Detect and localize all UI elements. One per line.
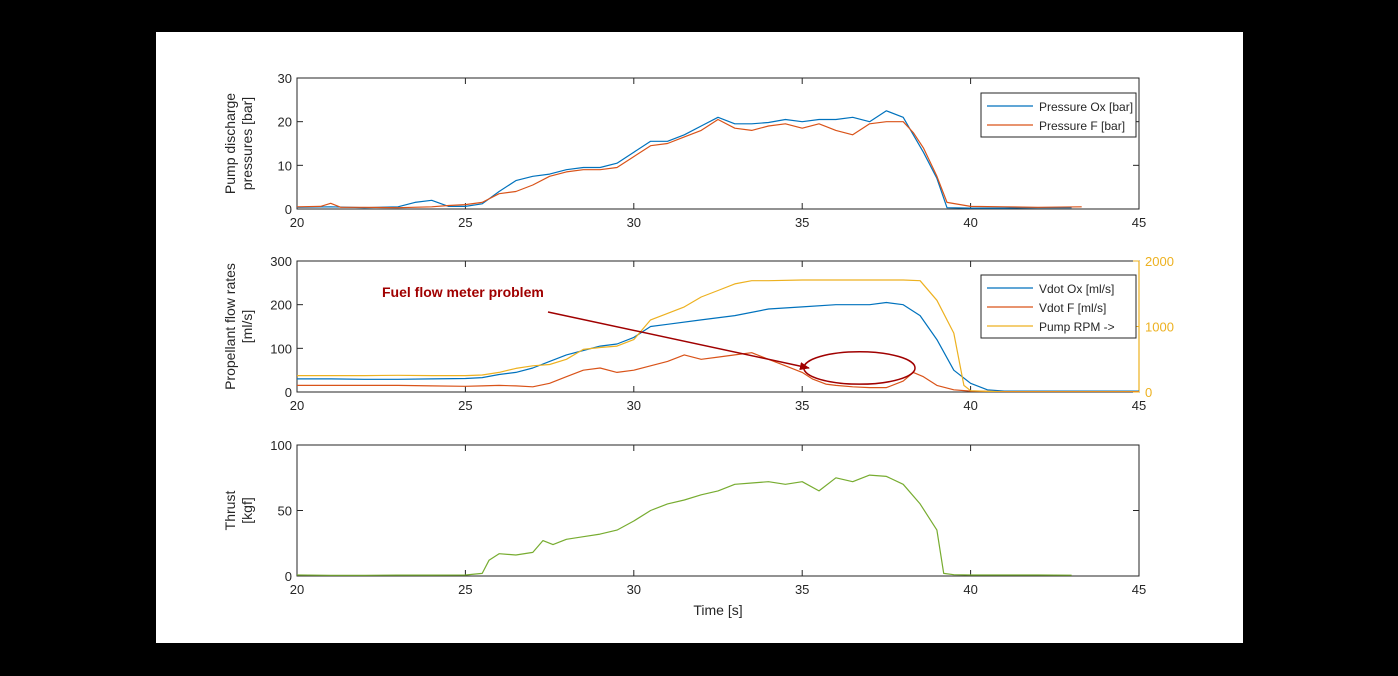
legend-entry: Pump RPM -> [1039,320,1115,334]
y-tick-label-right: 1000 [1145,320,1174,335]
y-tick-label: 300 [270,254,292,269]
y-tick-label: 20 [278,115,292,130]
y-axis-label-line: Thrust [222,491,238,531]
y-tick-label: 0 [285,569,292,584]
x-tick-label: 20 [290,582,304,597]
x-tick-label: 25 [458,398,472,413]
y-axis-label-line: Propellant flow rates [222,263,238,390]
x-tick-label: 40 [963,398,977,413]
series-line-fuel [297,352,1139,392]
y-tick-label: 0 [285,385,292,400]
x-tick-label: 30 [627,398,641,413]
x-tick-label: 45 [1132,582,1146,597]
annotation-text: Fuel flow meter problem [382,284,544,300]
legend-entry: Pressure F [bar] [1039,119,1125,133]
y-tick-label-right: 2000 [1145,254,1174,269]
panel-3: 20 25 30 35 40 45 0 50 100 Thrust[kgf] Time [s] [222,438,1146,618]
x-tick-label: 40 [963,215,977,230]
legend-entry: Pressure Ox [bar] [1039,100,1133,114]
annotation-ellipse [803,351,916,385]
y-tick-label: 200 [270,298,292,313]
series-line-thrust [297,474,1072,576]
y-axis-label: Propellant flow rates[ml/s] [222,263,255,390]
x-tick-label: 35 [795,582,809,597]
y-axis-label-line: [ml/s] [239,310,255,343]
y-tick-label: 0 [285,202,292,217]
x-tick-label: 25 [458,582,472,597]
x-tick-label: 20 [290,215,304,230]
y-tick-label: 30 [278,71,292,86]
x-tick-label: 40 [963,582,977,597]
x-tick-label: 20 [290,398,304,413]
plot-area-3 [296,444,1140,577]
y-axis-label: Thrust[kgf] [222,491,255,531]
annotation-arrow [547,311,810,371]
y-axis-label-line: Pump discharge [222,93,238,194]
series-line-ox [297,301,1139,392]
y-tick-label: 100 [270,341,292,356]
y-tick-label: 100 [270,438,292,453]
x-tick-label: 30 [627,215,641,230]
series-line-rpm [297,279,1139,392]
legend-box [980,92,1137,138]
x-tick-label: 45 [1132,398,1146,413]
x-axis-label: Time [s] [693,602,742,618]
x-tick-label: 35 [795,398,809,413]
x-tick-label: 45 [1132,215,1146,230]
x-tick-label: 35 [795,215,809,230]
series-line-ox [297,110,1072,209]
panel-1: 20 25 30 35 40 45 0 10 20 30 Pump dischargepressur… [222,71,1146,230]
series-line-fuel [297,118,1082,209]
y-axis-label: Pump dischargepressures [bar] [222,93,255,194]
y-axis-label-line: [kgf] [239,497,255,523]
legend-entry: Vdot Ox [ml/s] [1039,282,1114,296]
legend-entry: Vdot F [ml/s] [1039,301,1106,315]
y-tick-label: 10 [278,158,292,173]
y-tick-label-right: 0 [1145,385,1152,400]
y-axis-label-line: pressures [bar] [239,97,255,190]
figure: 20 25 30 35 40 45 0 10 20 30 Pump dischargepressur… [156,32,1243,643]
y-tick-label: 50 [278,504,292,519]
x-tick-label: 25 [458,215,472,230]
x-tick-label: 30 [627,582,641,597]
panel-2: 20 25 30 35 40 450100200300010002000Propellan… [222,254,1174,413]
